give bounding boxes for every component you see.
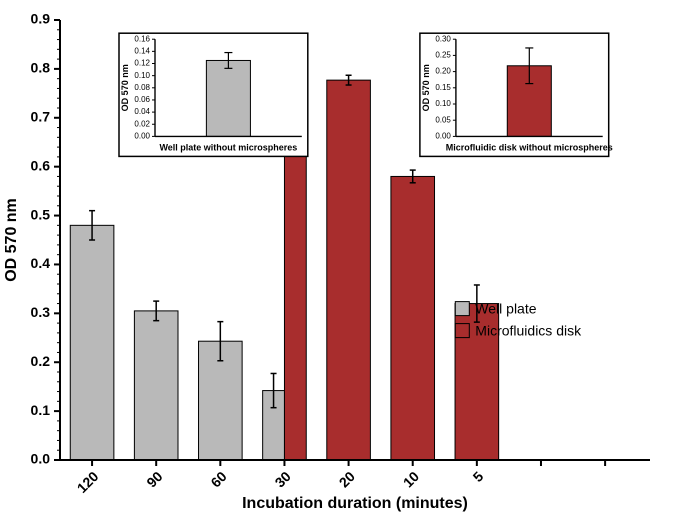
inset-well-ylabel: OD 570 nm bbox=[120, 64, 130, 111]
y-axis-label: OD 570 nm bbox=[3, 198, 20, 282]
legend-label-disk: Microfluidics disk bbox=[475, 323, 582, 339]
inset-well-ytick-5: 0.10 bbox=[134, 71, 150, 80]
y-tick-0.1: 0.1 bbox=[31, 402, 51, 418]
y-tick-0.9: 0.9 bbox=[31, 11, 51, 27]
x-axis-label: Incubation duration (minutes) bbox=[242, 495, 468, 512]
inset-disk-ytick-5: 0.25 bbox=[435, 51, 451, 60]
bar-disk-20 bbox=[327, 80, 371, 460]
bar-disk-10 bbox=[391, 176, 435, 460]
inset-disk-ytick-4: 0.20 bbox=[435, 67, 451, 76]
inset-well-bar bbox=[206, 60, 250, 136]
inset-well-ytick-0: 0.00 bbox=[134, 132, 150, 141]
inset-well-ytick-6: 0.12 bbox=[134, 59, 150, 68]
inset-disk: 0.00 0.05 0.10 0.15 0.20 0.25 0.30 OD 570 nm Mic… bbox=[420, 33, 613, 156]
inset-disk-xlabel: Microfluidic disk without microspheres bbox=[446, 142, 613, 152]
inset-well-ytick-7: 0.14 bbox=[134, 46, 150, 55]
inset-well-ytick-4: 0.08 bbox=[134, 83, 150, 92]
inset-disk-ytick-2: 0.10 bbox=[435, 99, 451, 108]
y-tick-0.4: 0.4 bbox=[31, 255, 51, 271]
bar-well-90 bbox=[134, 311, 178, 460]
inset-disk-ytick-3: 0.15 bbox=[435, 83, 451, 92]
inset-well-ytick-2: 0.04 bbox=[134, 107, 150, 116]
y-tick-0.2: 0.2 bbox=[31, 353, 51, 369]
y-tick-0.6000000000000001: 0.6 bbox=[31, 157, 51, 173]
inset-disk-ytick-6: 0.30 bbox=[435, 34, 451, 43]
main-chart: 0.00.10.20.30.40.50.60.70.80.9OD 570 nm1… bbox=[0, 0, 675, 514]
y-tick-0: 0.0 bbox=[31, 451, 51, 467]
legend-label-well: Well plate bbox=[475, 301, 536, 317]
inset-disk-ytick-1: 0.05 bbox=[435, 115, 451, 124]
bar-well-120 bbox=[70, 225, 114, 460]
y-tick-0.30000000000000004: 0.3 bbox=[31, 304, 51, 320]
y-tick-0.8: 0.8 bbox=[31, 60, 51, 76]
inset-well-xlabel: Well plate without microspheres bbox=[159, 142, 297, 152]
inset-well-ytick-3: 0.06 bbox=[134, 95, 150, 104]
legend-swatch-well bbox=[455, 302, 469, 316]
y-tick-0.7000000000000001: 0.7 bbox=[31, 108, 51, 124]
inset-well-ytick-1: 0.02 bbox=[134, 119, 150, 128]
y-tick-0.5: 0.5 bbox=[31, 206, 51, 222]
inset-disk-ytick-0: 0.00 bbox=[435, 132, 451, 141]
inset-well: 0.00 0.02 0.04 0.06 0.08 0.10 0.12 0.14 0.16 OD 5… bbox=[119, 33, 308, 156]
inset-disk-ylabel: OD 570 nm bbox=[421, 64, 431, 111]
inset-well-ytick-8: 0.16 bbox=[134, 34, 150, 43]
legend-swatch-disk bbox=[455, 324, 469, 338]
